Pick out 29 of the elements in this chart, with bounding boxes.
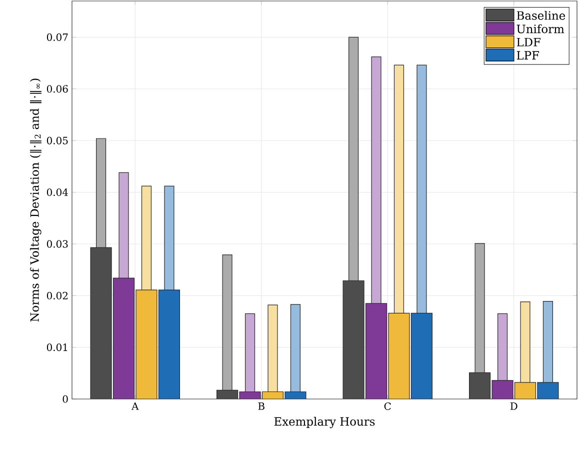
y-tick-label: 0 xyxy=(62,395,68,403)
legend-label: LDF xyxy=(516,38,541,46)
bar xyxy=(136,290,158,399)
bar xyxy=(158,290,180,399)
y-tick-label: 0.01 xyxy=(46,344,68,352)
bar xyxy=(410,312,432,399)
x-tick-label: A xyxy=(131,402,139,410)
bar xyxy=(469,372,491,399)
y-tick-label: 0.05 xyxy=(46,136,68,144)
y-tick-label: 0.06 xyxy=(46,85,68,93)
bar xyxy=(90,247,112,399)
x-tick-label: B xyxy=(258,402,264,410)
bar xyxy=(365,303,388,399)
legend-label: Uniform xyxy=(516,24,564,34)
y-tick-label: 0.03 xyxy=(46,240,68,248)
y-tick-label: 0.04 xyxy=(46,188,68,196)
x-tick-label: D xyxy=(510,402,518,410)
x-tick-label: C xyxy=(384,402,391,410)
y-axis-title: Norms of Voltage Deviation (‖·‖$_{2}$ and ‖·‖$_{∞}$) xyxy=(30,78,42,322)
bar xyxy=(112,278,135,399)
y-tick-label: 0.02 xyxy=(46,292,68,300)
bar xyxy=(388,312,410,399)
y-tick-label: 0.07 xyxy=(46,33,68,41)
x-axis-title: Exemplary Hours xyxy=(274,416,375,428)
legend-label: LPF xyxy=(516,51,540,60)
legend-label: Baseline xyxy=(516,10,566,20)
bar xyxy=(342,280,364,399)
bar xyxy=(514,382,536,399)
bar xyxy=(492,380,514,399)
